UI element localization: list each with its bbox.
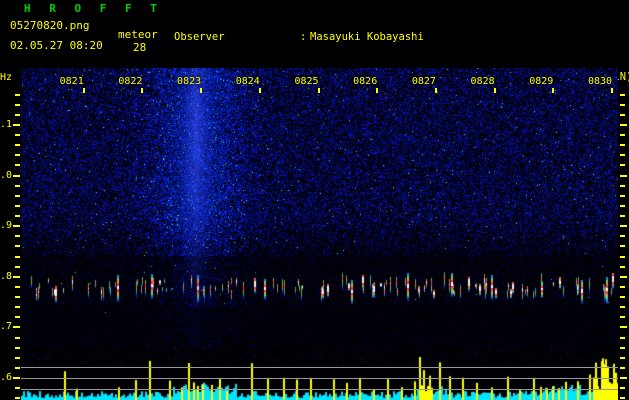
y-axis-minor-tick [15, 113, 20, 116]
y-axis-right-tick [620, 336, 625, 339]
y-axis-right-tick [620, 285, 625, 288]
y-axis-minor-tick [15, 164, 20, 167]
y-axis-right-tick [620, 356, 625, 359]
y-axis-minor-tick [15, 387, 20, 390]
strip-chart-gridline [21, 378, 618, 379]
signal-strength-strip-chart [21, 348, 618, 400]
y-axis-minor-tick [15, 194, 20, 197]
y-axis-minor-tick [15, 285, 20, 288]
datetime-label: 02.05.27 08:20 [10, 39, 103, 52]
y-axis-minor-tick [15, 93, 20, 96]
y-axis-right-tick [620, 215, 625, 218]
y-axis-tick [13, 275, 20, 278]
y-axis-right-tick [620, 184, 625, 187]
y-axis-minor-tick [15, 235, 20, 238]
strip-chart-gridline [21, 367, 618, 368]
y-axis-minor-tick [15, 366, 20, 369]
y-axis-right-tick [620, 134, 625, 137]
y-axis-minor-tick [15, 245, 20, 248]
y-axis-right-tick [620, 326, 627, 329]
y-axis-right-tick [620, 377, 627, 379]
y-axis-minor-tick [15, 154, 20, 157]
y-axis-right-tick [620, 387, 625, 390]
y-axis: kHz 1.1 1.0 0.9 0.8 0.7 0.6 [0, 68, 21, 400]
y-axis-right-tick [620, 255, 625, 258]
y-axis-minor-tick [15, 316, 20, 319]
y-axis-right-tick [620, 296, 625, 299]
y-axis-right-tick [620, 113, 625, 116]
y-axis-right-tick [620, 93, 625, 96]
y-axis-tick [13, 124, 20, 126]
y-axis-right-tick [620, 154, 625, 157]
y-axis-right-tick [620, 306, 625, 309]
y-axis-right [618, 68, 629, 400]
y-axis-right-tick [620, 235, 625, 238]
header-panel: H R O F F T 05270820.png 02.05.27 08:20 … [0, 0, 629, 162]
spectrogram-plot [21, 68, 618, 348]
y-axis-tick-label: 0.6 [0, 372, 12, 383]
y-axis-right-tick [620, 275, 627, 278]
y-axis-minor-tick [15, 184, 20, 187]
y-axis-right-tick [620, 103, 625, 106]
y-axis-right-tick [620, 265, 625, 268]
y-axis-minor-tick [15, 346, 20, 349]
y-axis-right-tick [620, 397, 625, 400]
strip-chart-gridline [21, 389, 618, 390]
y-axis-tick-label: 0.7 [0, 321, 12, 333]
filename-label: 05270820.png [10, 19, 90, 32]
hrofft-logo: H R O F F T [24, 2, 163, 15]
y-axis-right-tick [620, 245, 625, 248]
y-axis-minor-tick [15, 255, 20, 258]
y-axis-right-tick [620, 194, 625, 197]
y-axis-right-tick [620, 204, 625, 207]
y-axis-minor-tick [15, 296, 20, 299]
y-axis-tick [13, 174, 20, 177]
y-axis-right-tick [620, 316, 625, 319]
y-axis-tick [13, 377, 20, 379]
y-axis-minor-tick [15, 336, 20, 339]
metadata-separator: : [300, 31, 307, 44]
y-axis-minor-tick [15, 144, 20, 147]
metadata-key: Observer [174, 31, 225, 44]
y-axis-right-tick [620, 124, 627, 126]
y-axis-right-tick [620, 225, 627, 228]
spectrogram-canvas [21, 68, 618, 348]
y-axis-title: kHz [0, 72, 12, 83]
y-axis-right-tick [620, 174, 627, 177]
y-axis-tick-label: 1.0 [0, 169, 12, 181]
y-axis-minor-tick [15, 215, 20, 218]
y-axis-minor-tick [15, 134, 20, 137]
y-axis-minor-tick [15, 356, 20, 359]
y-axis-right-tick [620, 164, 625, 167]
y-axis-tick [13, 225, 20, 228]
y-axis-tick-label: 0.9 [0, 220, 12, 232]
metadata-row-observer: Observer: Masayuki Kobayashi [174, 31, 629, 44]
strip-chart-canvas [21, 348, 618, 400]
event-count-value: 28 [133, 41, 147, 54]
y-axis-tick [13, 326, 20, 329]
y-axis-tick-label: 1.1 [0, 119, 12, 130]
y-axis-minor-tick [15, 103, 20, 106]
y-axis-right-tick [620, 144, 625, 147]
y-axis-tick-label: 0.8 [0, 270, 12, 282]
y-axis-minor-tick [15, 397, 20, 400]
metadata-value: Masayuki Kobayashi [310, 31, 424, 44]
y-axis-minor-tick [15, 306, 20, 309]
y-axis-right-tick [620, 366, 625, 369]
y-axis-minor-tick [15, 265, 20, 268]
y-axis-minor-tick [15, 204, 20, 207]
event-type-label: meteor [118, 28, 158, 41]
y-axis-right-tick [620, 346, 625, 349]
